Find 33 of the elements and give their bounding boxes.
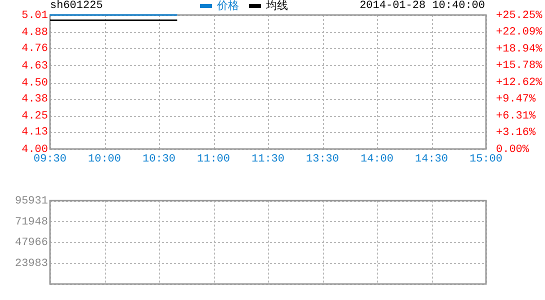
x-tick-label: 11:00 [196,154,230,166]
y2-tick-label: +12.62% [496,76,543,89]
y-tick-label: 4.38 [22,93,48,106]
x-tick-label: 14:00 [360,154,394,166]
chart-title: sh601225 [50,0,103,12]
x-tick-label: 09:30 [33,154,67,166]
x-tick-label: 10:00 [88,154,122,166]
y2-tick-label: +15.78% [496,60,543,72]
y-tick-label: 4.50 [22,78,48,90]
x-tick-label: 14:30 [414,154,448,166]
y-tick-label: 4.25 [22,110,48,123]
y2-tick-label: +6.31% [496,110,536,122]
x-tick-label: 10:30 [142,154,176,166]
y-tick-label: 4.63 [22,60,48,72]
y-tick-label: 71948 [14,216,48,228]
chart-subtitle: 2014-01-28 10:40:00 [360,0,485,12]
x-tick-label: 11:30 [251,154,285,166]
x-tick-label: 13:30 [306,154,340,166]
y2-tick-label: +3.16% [496,127,536,140]
y-tick-label: 4.88 [22,27,48,40]
y2-tick-label: +18.94% [496,43,543,56]
legend-label: 均线 [266,0,288,12]
y-tick-label: 47966 [14,237,48,250]
legend-label: 价格 [217,0,239,12]
y-tick-label: 4.76 [22,43,48,56]
y-tick-label: 95931 [14,196,48,208]
x-tick-label: 15:00 [469,154,503,166]
y-tick-label: 23983 [14,258,48,270]
y2-tick-label: +9.47% [496,94,536,106]
y-tick-label: 5.01 [22,10,48,22]
y2-tick-label: +25.25% [496,10,543,22]
y2-tick-label: +22.09% [496,26,543,39]
y-tick-label: 4.13 [22,126,48,139]
